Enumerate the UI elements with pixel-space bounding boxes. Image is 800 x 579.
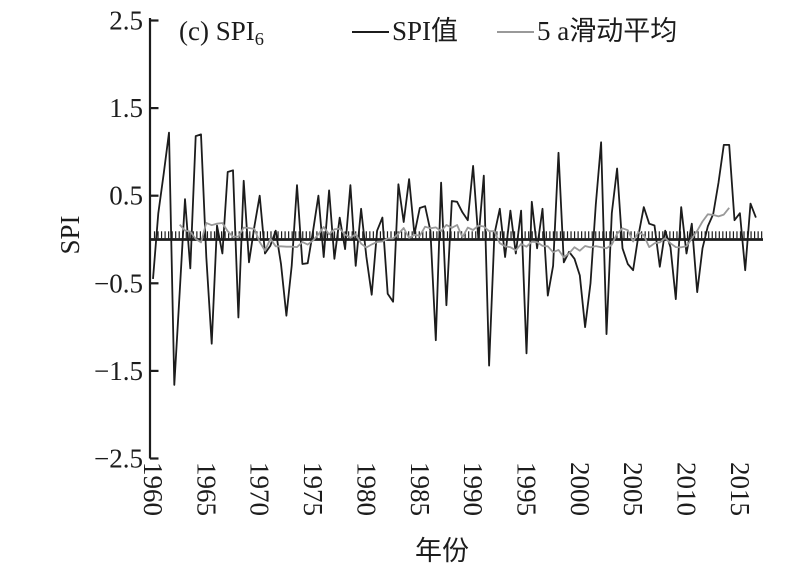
x-tick-label: 1975 <box>298 462 328 516</box>
zero-line-tick-comb <box>153 231 763 239</box>
legend-label-moving-average: 5 a滑动平均 <box>537 16 678 46</box>
legend-item-spi: SPI值 <box>352 17 458 46</box>
legend-item-moving-average: 5 a滑动平均 <box>497 17 677 46</box>
x-tick-label: 2015 <box>725 462 755 516</box>
y-tick-label: 2.5 <box>109 6 143 36</box>
x-tick-label: 2000 <box>565 462 595 516</box>
spi-line-swatch-icon <box>352 30 389 33</box>
legend-label-spi: SPI值 <box>392 16 459 46</box>
y-tick-label: −2.5 <box>94 444 143 474</box>
x-tick-label: 1965 <box>191 462 221 516</box>
y-tick-label: 1.5 <box>109 93 143 123</box>
x-tick-label: 1985 <box>405 462 435 516</box>
chart-title-subscript: 6 <box>254 29 264 50</box>
x-tick-label: 1995 <box>511 462 541 516</box>
x-tick-label: 1990 <box>458 462 488 516</box>
x-tick-label: 1980 <box>351 462 381 516</box>
spi-line <box>152 131 757 386</box>
y-tick-label: −0.5 <box>94 268 143 298</box>
y-tick-label: 0.5 <box>109 181 143 211</box>
x-tick-label: 1970 <box>245 462 275 516</box>
moving-average-swatch-icon <box>497 30 534 33</box>
x-tick-label: 2005 <box>618 462 648 516</box>
y-axis-title: SPI <box>54 215 85 255</box>
y-tick-label: −1.5 <box>94 356 143 386</box>
x-tick-label: 2010 <box>672 462 702 516</box>
x-tick-label: 1960 <box>138 462 168 516</box>
chart-title: (c) SPI6 <box>179 17 264 54</box>
moving-average-line <box>179 207 730 259</box>
x-axis-title: 年份 <box>415 536 469 566</box>
chart-title-text: (c) SPI <box>179 16 255 46</box>
